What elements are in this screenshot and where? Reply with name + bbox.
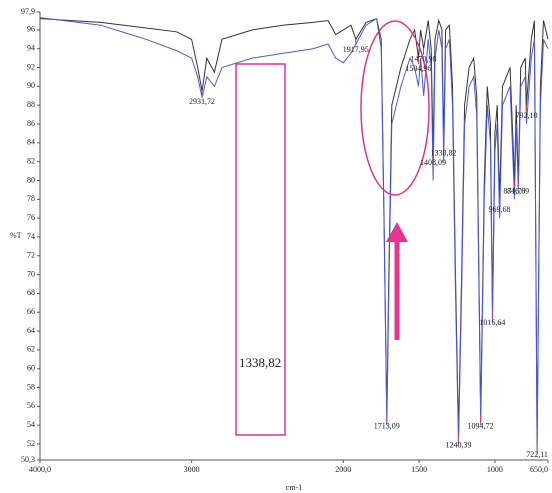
y-tick-label: 52 [27, 439, 35, 448]
spectrum-line [39, 17, 549, 454]
peak-label: 1917,95 [343, 45, 369, 54]
peak-label: 2931,72 [189, 97, 215, 106]
y-tick-label: 94 [27, 44, 35, 53]
y-tick-label: 88 [27, 100, 35, 109]
y-tick-label: 82 [27, 156, 35, 165]
x-tick-label: 650,0 [530, 465, 548, 474]
y-tick-label: 58 [27, 382, 35, 391]
y-tick-label: 86 [27, 119, 35, 128]
x-axis-label: cm-1 [286, 483, 302, 492]
peak-label: 792,10 [515, 111, 537, 120]
peak-label: 722,11 [526, 450, 548, 459]
y-tick-label: 97,9 [21, 7, 35, 16]
y-tick-label: 54 [27, 420, 35, 429]
y-tick-label: 60 [27, 364, 35, 373]
peak-label: 1016,64 [479, 318, 505, 327]
x-tick-label: 2000 [335, 465, 351, 474]
x-tick-label: 3000 [184, 465, 200, 474]
inset-label: 1338,82 [239, 355, 281, 370]
y-tick-label: 90 [27, 81, 35, 90]
highlight-box [235, 63, 286, 436]
y-tick-label: 68 [27, 288, 35, 297]
y-tick-label: 62 [27, 345, 35, 354]
y-tick-label: 72 [27, 251, 35, 260]
y-tick-label: 96 [27, 25, 35, 34]
peak-label: 1713,09 [374, 422, 400, 431]
y-tick-label: 50,3 [21, 455, 35, 464]
spectrum-line [39, 17, 549, 445]
arrow-head [386, 222, 408, 242]
y-tick-label: 64 [27, 326, 35, 335]
y-tick-label: 84 [27, 138, 35, 147]
y-tick-label: 74 [27, 232, 35, 241]
peak-label: 1240,39 [445, 440, 471, 449]
peak-label: 846,69 [507, 186, 529, 195]
y-tick-label: 80 [27, 175, 35, 184]
y-tick-label: 76 [27, 213, 35, 222]
peak-label: 1408,09 [420, 158, 446, 167]
y-tick-label: 70 [27, 269, 35, 278]
y-tick-label: 66 [27, 307, 35, 316]
peak-label: 1338,82 [431, 149, 457, 158]
x-tick-label: 4000,0 [29, 465, 51, 474]
y-tick-label: 56 [27, 401, 35, 410]
peak-label: 871,70 [503, 186, 525, 195]
x-tick-label: 1000 [487, 465, 503, 474]
peak-label: 1094,72 [468, 422, 494, 431]
peak-label: 1504,96 [405, 64, 431, 73]
x-tick-label: 1500 [411, 465, 427, 474]
peak-label: 1470,98 [411, 55, 437, 64]
highlight-ellipse [360, 20, 430, 196]
y-tick-label: 92 [27, 62, 35, 71]
peak-label: 969,68 [489, 205, 511, 214]
y-tick-label: 78 [27, 194, 35, 203]
y-axis-label: %T [10, 231, 22, 240]
